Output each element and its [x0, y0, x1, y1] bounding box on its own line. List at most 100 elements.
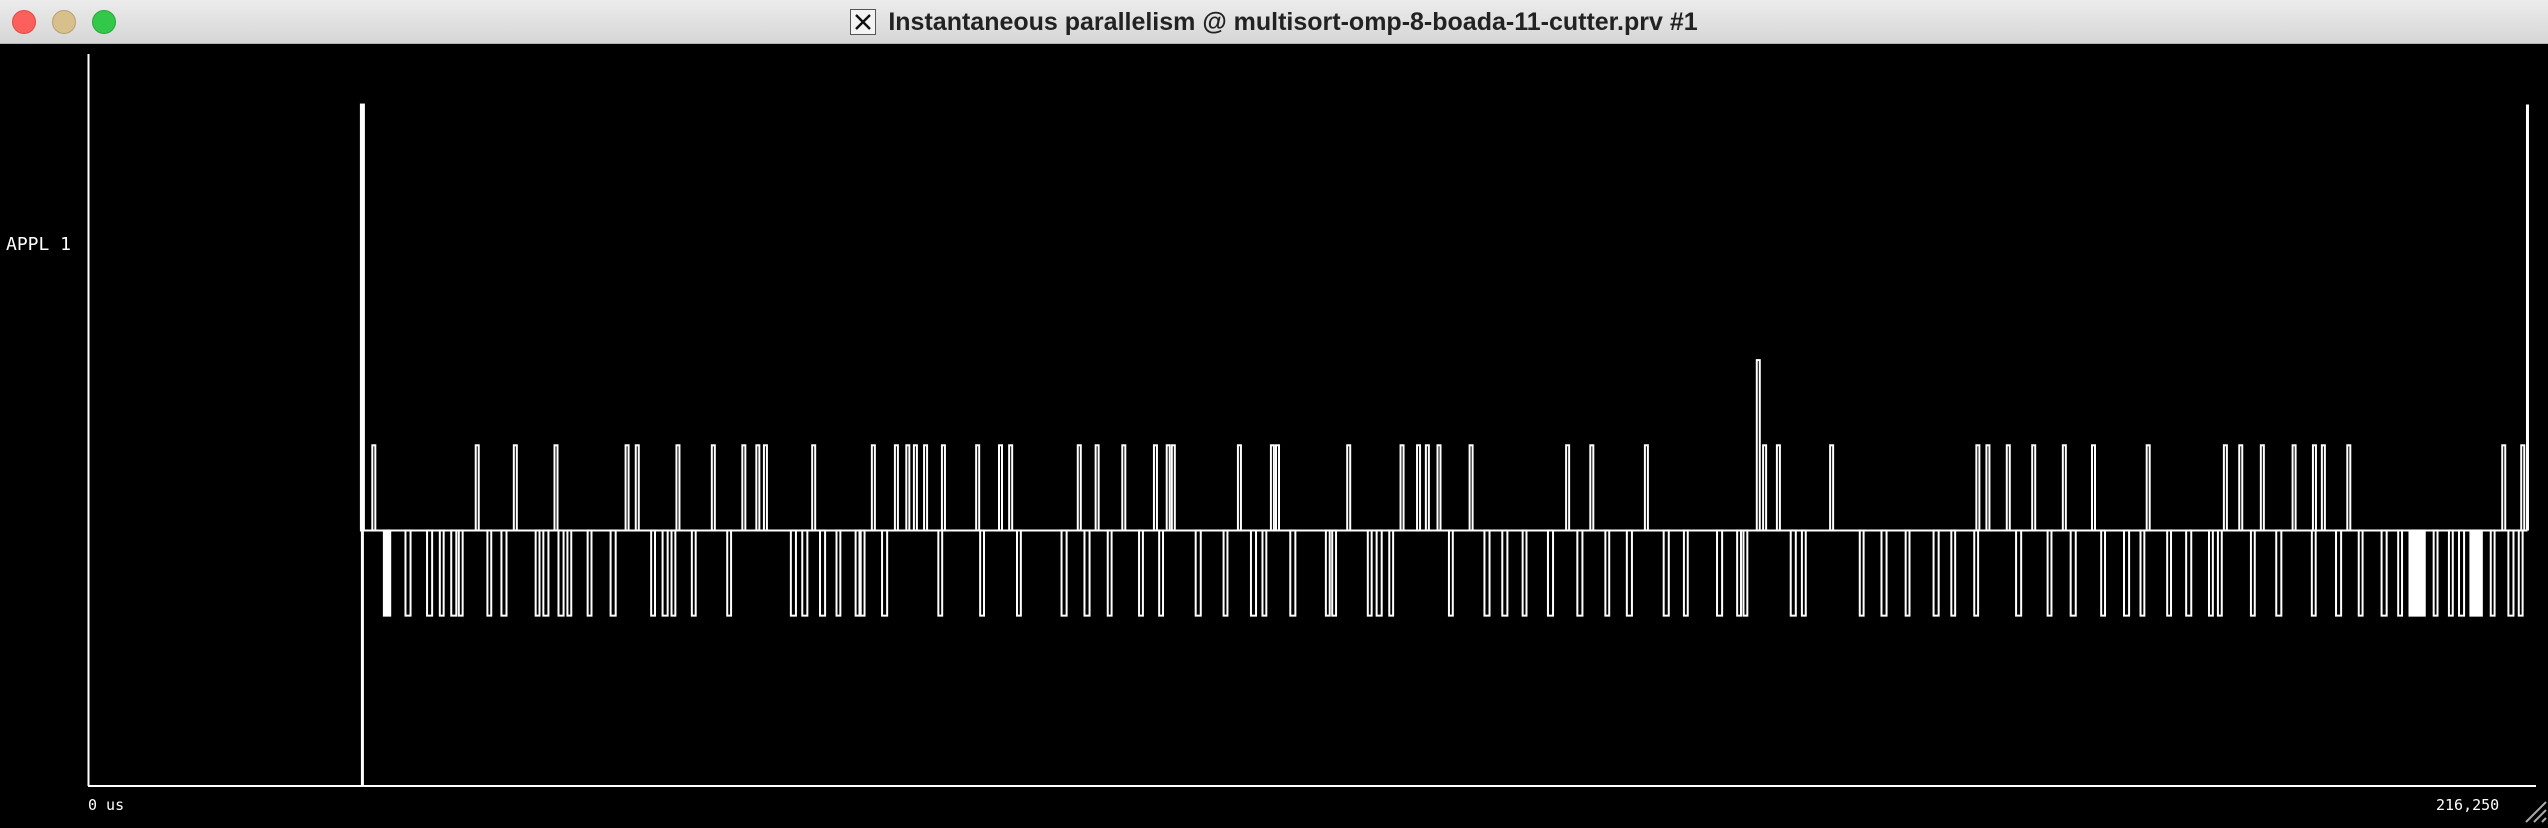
lower-pulse-30	[1084, 530, 1089, 615]
upper-spike-32	[1401, 445, 1404, 530]
lower-pulse-17	[692, 530, 696, 615]
lower-pulse-22	[837, 530, 841, 615]
lower-pulse-36	[1251, 530, 1256, 615]
lower-pulse-40	[1332, 530, 1336, 615]
lower-pulse-56	[1743, 530, 1747, 615]
lower-pulse-52	[1664, 530, 1669, 615]
lower-pulse-63	[1951, 530, 1955, 615]
x-axis-end-label: 216,250	[2436, 796, 2499, 814]
upper-spike-17	[924, 445, 927, 530]
lower-pulse-59	[1860, 530, 1864, 615]
lower-pulse-8	[536, 530, 540, 615]
lower-pulse-58	[1802, 530, 1806, 615]
lower-pulse-28	[1017, 530, 1021, 615]
lower-pulse-77	[2312, 530, 2316, 615]
upper-spike-52	[2239, 445, 2242, 530]
upper-spike-57	[2347, 445, 2350, 530]
lower-pulse-3	[440, 530, 444, 615]
upper-spike-8	[712, 445, 715, 530]
upper-spike-10	[756, 445, 759, 530]
window-title-group: Instantaneous parallelism @ multisort-om…	[0, 0, 2548, 44]
lower-pulse-38	[1290, 530, 1295, 615]
lower-pulse-83	[2434, 530, 2438, 615]
upper-spike-3	[514, 445, 517, 530]
lower-pulse-24	[861, 530, 865, 615]
title-bar[interactable]: Instantaneous parallelism @ multisort-om…	[0, 0, 2548, 44]
lower-pulse-67	[2071, 530, 2076, 615]
lower-pulse-12	[588, 530, 592, 615]
upper-spike-27	[1172, 445, 1175, 530]
upper-spike-41	[1763, 445, 1766, 530]
upper-spike-35	[1438, 445, 1441, 530]
upper-spike-14	[895, 445, 898, 530]
lower-pulse-47	[1523, 530, 1527, 615]
lower-pulse-0	[384, 530, 390, 615]
upper-spike-37	[1566, 445, 1569, 530]
upper-spike-2	[476, 445, 479, 530]
upper-spike-47	[2032, 445, 2035, 530]
lower-pulse-21	[820, 530, 825, 615]
upper-spike-20	[999, 445, 1002, 530]
lower-pulse-34	[1196, 530, 1201, 615]
upper-spike-40	[1757, 360, 1760, 530]
lower-pulse-87	[2491, 530, 2495, 615]
lower-pulse-72	[2186, 530, 2191, 615]
upper-spike-26	[1167, 445, 1170, 530]
lower-pulse-4	[451, 530, 456, 615]
lower-pulse-23	[856, 530, 860, 615]
lower-pulse-50	[1605, 530, 1609, 615]
resize-grip-icon[interactable]	[2522, 798, 2548, 824]
upper-spike-24	[1122, 445, 1125, 530]
upper-spike-5	[626, 445, 629, 530]
upper-spike-59	[2521, 445, 2524, 530]
lower-pulse-54	[1717, 530, 1722, 615]
upper-spike-31	[1347, 445, 1350, 530]
upper-spike-29	[1271, 445, 1274, 530]
upper-spike-28	[1238, 445, 1241, 530]
upper-spike-46	[2007, 445, 2010, 530]
upper-spike-15	[906, 445, 909, 530]
upper-spike-22	[1078, 445, 1081, 530]
lower-pulse-31	[1108, 530, 1112, 615]
lower-pulse-42	[1377, 530, 1382, 615]
lower-pulse-51	[1627, 530, 1632, 615]
upper-spike-33	[1417, 445, 1420, 530]
x11-icon	[850, 9, 876, 35]
lower-pulse-19	[791, 530, 796, 615]
lower-pulse-18	[727, 530, 731, 615]
lower-pulse-82	[2409, 530, 2424, 615]
lower-pulse-41	[1368, 530, 1372, 615]
upper-spike-6	[636, 445, 639, 530]
lower-pulse-16	[672, 530, 676, 615]
upper-spike-7	[676, 445, 679, 530]
upper-spike-50	[2147, 445, 2150, 530]
lower-pulse-84	[2449, 530, 2453, 615]
upper-spike-39	[1645, 445, 1648, 530]
lower-pulse-57	[1791, 530, 1796, 615]
lower-pulse-25	[882, 530, 887, 615]
lower-pulse-7	[501, 530, 506, 615]
upper-spike-11	[764, 445, 767, 530]
x-axis-start-label: 0 us	[88, 796, 124, 814]
lower-pulse-78	[2336, 530, 2341, 615]
upper-spike-43	[1830, 445, 1833, 530]
upper-spike-23	[1096, 445, 1099, 530]
parallelism-chart[interactable]	[0, 44, 2548, 824]
lower-pulse-10	[558, 530, 563, 615]
lower-pulse-61	[1906, 530, 1910, 615]
upper-spike-48	[2063, 445, 2066, 530]
upper-spike-42	[1777, 445, 1780, 530]
upper-spike-9	[742, 445, 745, 530]
lower-pulse-2	[427, 530, 432, 615]
parallelism-plot[interactable]: APPL 1 0 us 216,250	[0, 44, 2548, 824]
upper-spike-58	[2502, 445, 2505, 530]
lower-pulse-48	[1548, 530, 1553, 615]
upper-spike-19	[976, 445, 979, 530]
lower-pulse-74	[2218, 530, 2222, 615]
upper-spike-4	[555, 445, 558, 530]
lower-pulse-6	[487, 530, 491, 615]
lower-pulse-43	[1389, 530, 1393, 615]
lower-pulse-29	[1062, 530, 1067, 615]
upper-spike-12	[812, 445, 815, 530]
lower-pulse-49	[1577, 530, 1582, 615]
